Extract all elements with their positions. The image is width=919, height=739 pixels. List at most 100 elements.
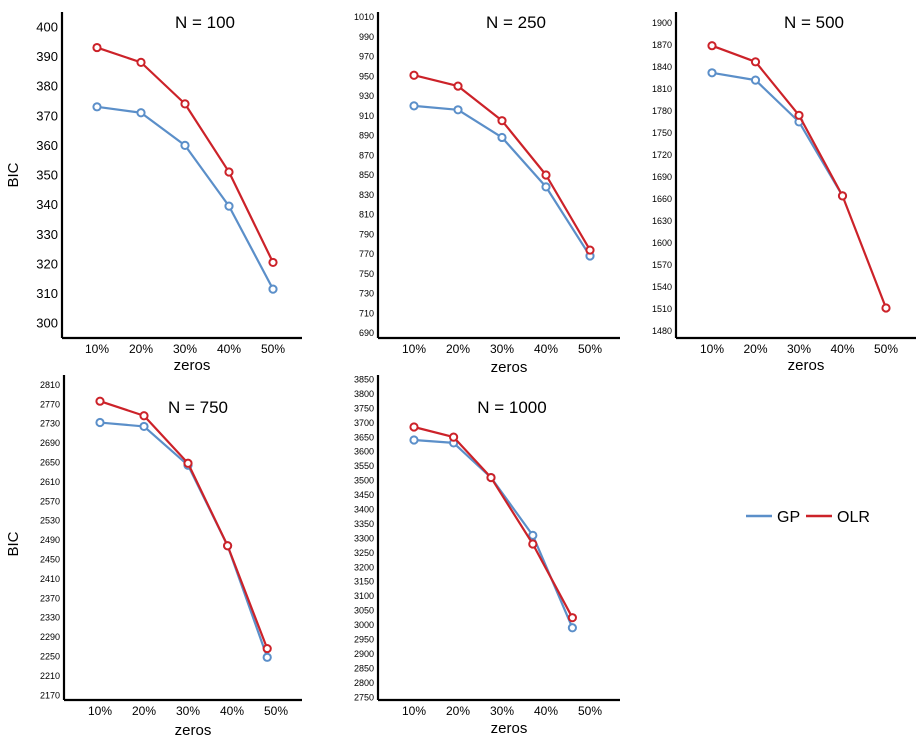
series-line-gp: [711, 71, 844, 197]
data-point-olr: [95, 396, 105, 406]
data-point-olr: [585, 245, 595, 255]
x-tick-label: 20%: [446, 704, 470, 718]
y-tick-label: 2410: [40, 574, 60, 584]
chart-panel-3: 1480 1510 1540 1570 1600 1630 1660 1690 1720 1750…: [652, 12, 916, 374]
y-tick-label: 790: [359, 229, 374, 239]
y-tick-label: 870: [359, 150, 374, 160]
y-tick-label: 3000: [354, 620, 374, 630]
data-point-gp: [541, 182, 551, 192]
series-line-gp: [413, 438, 574, 629]
data-point-olr: [224, 167, 234, 177]
panel-title: N = 250: [486, 13, 546, 32]
y-tick-label: 3500: [354, 476, 374, 486]
y-tick-label: 370: [36, 108, 58, 123]
data-point-olr: [409, 70, 419, 80]
y-tick-label: 2650: [40, 457, 60, 467]
x-tick-label: 50%: [874, 342, 898, 356]
data-point-gp: [409, 435, 419, 445]
y-tick-label: 3250: [354, 548, 374, 558]
y-tick-label: 2490: [40, 535, 60, 545]
y-tick-label: 1010: [354, 12, 374, 22]
x-axis-title: zeros: [175, 722, 212, 739]
x-tick-label: 20%: [743, 342, 767, 356]
y-tick-label: 2330: [40, 613, 60, 623]
y-tick-label: 1750: [652, 128, 672, 138]
data-point-olr: [92, 42, 102, 53]
data-point-gp: [180, 140, 190, 150]
series-line-olr: [96, 46, 274, 263]
x-tick-label: 40%: [534, 342, 558, 356]
y-tick-label: 2770: [40, 399, 60, 409]
data-point-olr: [183, 458, 193, 468]
y-tick-label: 930: [359, 91, 374, 101]
data-point-gp: [92, 102, 102, 112]
y-tick-label: 2800: [354, 678, 374, 688]
y-tick-label: 810: [359, 210, 374, 220]
data-point-gp: [707, 68, 717, 78]
y-tick-label: 970: [359, 52, 374, 62]
y-tick-label: 690: [359, 328, 374, 338]
x-tick-label: 40%: [217, 342, 241, 356]
y-axis-title: BIC: [5, 531, 22, 556]
x-tick-label: 20%: [132, 704, 156, 718]
data-point-olr: [750, 57, 761, 67]
panel-title: N = 750: [168, 398, 228, 417]
data-point-gp: [224, 201, 234, 211]
x-tick-label: 10%: [88, 704, 112, 718]
data-point-olr: [837, 191, 848, 201]
y-tick-label: 770: [359, 249, 374, 259]
y-tick-label: 2290: [40, 632, 60, 642]
series-line-olr: [413, 425, 574, 619]
y-tick-label: 2750: [354, 692, 374, 702]
y-tick-label: 2810: [40, 380, 60, 390]
y-tick-label: 3400: [354, 504, 374, 514]
data-point-olr: [567, 613, 578, 623]
y-tick-label: 2370: [40, 593, 60, 603]
data-point-olr: [453, 81, 463, 91]
x-tick-label: 20%: [446, 342, 470, 356]
legend-label-olr: OLR: [837, 509, 870, 526]
data-point-gp: [750, 75, 761, 85]
series-line-gp: [413, 104, 591, 257]
y-tick-label: 3350: [354, 519, 374, 529]
y-tick-label: 1780: [652, 106, 672, 116]
y-tick-label: 3300: [354, 533, 374, 543]
data-point-gp: [262, 652, 272, 662]
y-tick-label: 3850: [354, 374, 374, 384]
chart-panel-1: 300 310 320 330 340 350 360 370 380 390 400 10% 20% 3…: [5, 12, 302, 374]
y-tick-label: 340: [36, 197, 58, 212]
y-tick-label: 830: [359, 190, 374, 200]
data-point-olr: [223, 541, 233, 551]
series-line-gp: [96, 105, 274, 290]
legend-label-gp: GP: [777, 509, 800, 526]
chart-panel-5: 2750 2800 2850 2900 2950 3000 3050 3100 3150 3200…: [354, 374, 620, 737]
data-point-olr: [409, 422, 419, 432]
data-point-olr: [707, 41, 717, 51]
data-point-olr: [794, 110, 804, 120]
y-tick-label: 2690: [40, 438, 60, 448]
data-point-gp: [268, 284, 278, 294]
y-tick-label: 1810: [652, 84, 672, 94]
y-tick-label: 1480: [652, 326, 672, 336]
y-tick-label: 2210: [40, 671, 60, 681]
data-point-gp: [453, 105, 463, 115]
y-tick-label: 730: [359, 289, 374, 299]
x-tick-label: 40%: [534, 704, 558, 718]
x-tick-label: 50%: [578, 342, 602, 356]
y-tick-label: 3100: [354, 591, 374, 601]
x-tick-label: 40%: [830, 342, 854, 356]
y-tick-label: 2730: [40, 419, 60, 429]
x-tick-label: 30%: [490, 704, 514, 718]
y-tick-label: 320: [36, 256, 58, 271]
y-tick-label: 3750: [354, 403, 374, 413]
x-tick-label: 10%: [402, 704, 426, 718]
data-point-olr: [139, 411, 149, 421]
y-tick-label: 310: [36, 286, 58, 301]
y-tick-label: 2450: [40, 554, 60, 564]
x-tick-label: 10%: [700, 342, 724, 356]
y-axis-title: BIC: [5, 162, 22, 187]
y-tick-label: 350: [36, 168, 58, 183]
chart-panel-4: 2170 2210 2250 2290 2330 2370 2410 2450 2490 2530…: [5, 375, 302, 739]
y-tick-label: 390: [36, 49, 58, 64]
